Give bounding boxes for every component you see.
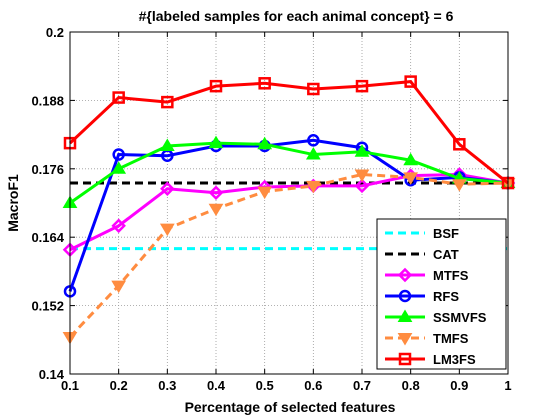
- data-point-tmfs: [354, 169, 370, 182]
- x-tick-label: 0.9: [450, 378, 468, 393]
- series-line-ssmvfs: [69, 141, 509, 205]
- legend-item-bsf: BSF: [385, 226, 459, 241]
- legend-item-rfs: RFS: [385, 289, 459, 304]
- series-lm3fs: [63, 75, 515, 190]
- data-point-ssmvfs: [354, 144, 370, 157]
- y-tick-label: 0.176: [31, 162, 64, 177]
- series-line-mtfs: [69, 172, 509, 252]
- data-point-rfs: [307, 134, 320, 147]
- data-point-lm3fs: [453, 138, 466, 151]
- series-line-tmfs: [68, 172, 509, 338]
- x-tick-label: 0.5: [256, 378, 274, 393]
- data-point-ssmvfs: [403, 152, 419, 166]
- data-point-tmfs: [159, 223, 175, 237]
- data-point-ssmvfs: [111, 161, 127, 174]
- data-point-tmfs: [111, 280, 127, 294]
- data-point-lm3fs: [258, 77, 271, 90]
- data-point-ssmvfs: [208, 135, 224, 149]
- x-tick-label: 0.6: [304, 378, 322, 393]
- data-point-ssmvfs: [305, 147, 321, 160]
- series-line-lm3fs: [68, 80, 509, 185]
- x-tick-label: 0.2: [110, 378, 128, 393]
- data-point-lm3fs: [355, 79, 369, 93]
- y-axis-label: MacroF1: [5, 174, 21, 232]
- data-point-tmfs: [305, 180, 321, 194]
- legend-marker-ssmvfs: [397, 309, 413, 322]
- legend-marker-tmfs: [397, 333, 413, 346]
- data-point-lm3fs: [112, 91, 125, 104]
- data-point-tmfs: [451, 179, 467, 192]
- series-ssmvfs: [62, 135, 516, 208]
- data-point-mtfs: [208, 185, 224, 201]
- legend-item-lm3fs: LM3FS: [385, 352, 476, 367]
- data-point-lm3fs: [209, 79, 223, 93]
- x-tick-label: 0.3: [158, 378, 176, 393]
- series-tmfs: [62, 169, 516, 345]
- legend-label-tmfs: TMFS: [433, 331, 469, 346]
- legend-item-cat: CAT: [385, 247, 459, 262]
- data-point-mtfs: [111, 218, 126, 234]
- y-tick-label: 0.2: [46, 25, 64, 40]
- data-point-tmfs: [257, 186, 273, 200]
- legend-item-tmfs: TMFS: [385, 331, 469, 346]
- x-tick-label: 0.4: [207, 378, 226, 393]
- data-point-ssmvfs: [257, 136, 273, 150]
- data-point-lm3fs: [404, 75, 417, 88]
- x-tick-label: 0.1: [61, 378, 79, 393]
- x-tick-label: 0.8: [402, 378, 420, 393]
- legend-box: [376, 218, 507, 370]
- x-tick-label: 1: [504, 378, 511, 393]
- legend-item-ssmvfs: SSMVFS: [385, 309, 487, 325]
- y-tick-label: 0.188: [31, 93, 64, 108]
- legend-label-lm3fs: LM3FS: [433, 352, 476, 367]
- data-point-rfs: [112, 148, 125, 161]
- plot-frame: [69, 31, 509, 375]
- chart-title: #{labeled samples for each animal concep…: [139, 8, 454, 24]
- legend-marker-rfs: [398, 289, 412, 303]
- data-point-mtfs: [354, 178, 370, 194]
- x-axis-label: Percentage of selected features: [185, 399, 396, 415]
- data-point-tmfs: [208, 203, 224, 217]
- legend-label-cat: CAT: [433, 247, 459, 262]
- data-point-ssmvfs: [159, 138, 175, 151]
- data-point-mtfs: [160, 181, 175, 197]
- legend-marker-mtfs: [397, 267, 413, 283]
- legend-label-ssmvfs: SSMVFS: [433, 310, 487, 325]
- legend-label-bsf: BSF: [433, 226, 459, 241]
- legend-marker-lm3fs: [398, 352, 412, 366]
- data-point-lm3fs: [161, 95, 174, 109]
- legend: BSF CAT MTFS RFS SSMVFS TMFS LM3FS: [376, 218, 507, 370]
- y-tick-label: 0.14: [39, 367, 65, 382]
- y-tick-label: 0.152: [31, 299, 64, 314]
- legend-label-mtfs: MTFS: [433, 268, 469, 283]
- data-point-tmfs: [403, 172, 419, 185]
- legend-label-rfs: RFS: [433, 289, 459, 304]
- y-tick-label: 0.164: [31, 230, 64, 245]
- x-tick-label: 0.7: [353, 378, 371, 393]
- legend-item-mtfs: MTFS: [385, 267, 469, 283]
- series-line-rfs: [68, 138, 509, 292]
- data-point-lm3fs: [307, 82, 320, 96]
